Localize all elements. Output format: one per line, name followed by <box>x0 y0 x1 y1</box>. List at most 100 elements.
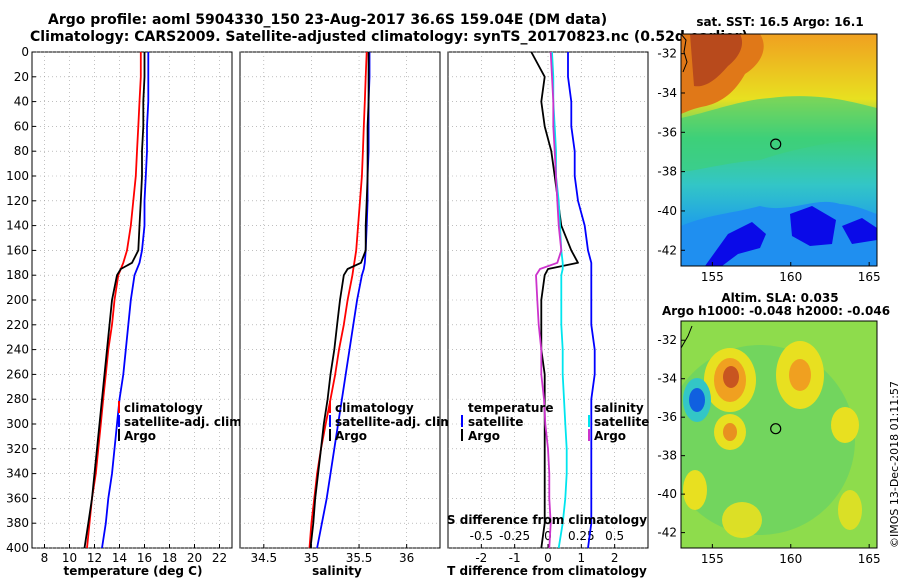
sla-map-title-2: Argo h1000: -0.048 h2000: -0.046 <box>662 304 890 318</box>
s-diff-tick-label: -0.5 <box>470 529 493 543</box>
profile-line-t-argo <box>530 51 579 549</box>
difference-legend-temperature: temperature satellite Argo <box>461 401 553 443</box>
sla-red-nw <box>723 366 739 388</box>
map-y-tick-label: -40 <box>657 204 677 218</box>
map-x-tick-label: 160 <box>779 552 802 566</box>
profile-line-s-satellite <box>551 51 568 549</box>
sst-profile-marker <box>770 138 782 150</box>
y-tick-label: 160 <box>6 243 29 257</box>
map-x-tick-label: 160 <box>779 270 802 284</box>
sla-yellow-sw <box>683 470 707 510</box>
sst-map-axes: 155 160 165 -32 -34 -36 -38 -40 -42 <box>657 47 880 284</box>
y-tick-label: 360 <box>6 491 29 505</box>
s-diff-tick-label: -0.25 <box>499 529 530 543</box>
y-tick-label: 60 <box>14 119 29 133</box>
y-tick-label: 260 <box>6 367 29 381</box>
sst-map-title: sat. SST: 16.5 Argo: 16.1 <box>696 15 863 29</box>
legend-label-satellite-adj: satellite-adj. clim. <box>335 415 457 429</box>
x-tick-label: 16 <box>137 551 152 565</box>
profile-line-climatology <box>86 52 142 549</box>
y-tick-label: 220 <box>6 318 29 332</box>
sst-cold-patches <box>705 206 877 266</box>
sla-orange-center <box>723 423 737 441</box>
y-tick-label: 40 <box>14 95 29 109</box>
t-difference-xlabel: T difference from climatology <box>447 564 647 578</box>
x-tick-label: 2 <box>611 551 619 565</box>
legend-label-argo: Argo <box>124 429 156 443</box>
legend-title-temperature: temperature <box>468 401 553 415</box>
x-tick-label: 1 <box>578 551 586 565</box>
map-y-tick-label: -34 <box>657 372 677 386</box>
profile-line-s-argo <box>535 51 563 549</box>
y-tick-label: 180 <box>6 268 29 282</box>
sla-coastline <box>681 325 693 349</box>
map-y-tick-label: -42 <box>657 526 677 540</box>
map-x-tick-label: 165 <box>858 552 881 566</box>
sla-profile-marker <box>770 423 782 435</box>
x-tick-label: 14 <box>112 551 127 565</box>
y-tick-label: 100 <box>6 169 29 183</box>
profile-line-satellite-adj-clim- <box>101 52 150 549</box>
y-tick-label: 400 <box>6 541 29 555</box>
s-difference-xlabel: S difference from climatology <box>447 513 647 527</box>
y-tick-label: 240 <box>6 343 29 357</box>
salinity-profiles <box>308 51 371 549</box>
salinity-panel: 34.5 35 35.5 36 salinity climatology satell… <box>239 51 457 578</box>
x-tick-label: 20 <box>187 551 202 565</box>
s-diff-tick-label: 0 <box>544 529 552 543</box>
sla-blue-low <box>689 388 705 412</box>
y-tick-label: 80 <box>14 144 29 158</box>
profile-line-t-satellite <box>567 52 596 549</box>
x-tick-label: 22 <box>212 551 227 565</box>
map-y-tick-label: -38 <box>657 165 677 179</box>
map-y-tick-label: -32 <box>657 47 677 61</box>
figure-title-line-1: Argo profile: aoml 5904330_150 23-Aug-20… <box>48 12 608 28</box>
map-y-tick-label: -32 <box>657 333 677 347</box>
map-y-tick-label: -42 <box>657 243 677 257</box>
y-tick-label: 0 <box>21 45 29 59</box>
sst-green-band <box>681 96 877 172</box>
map-y-tick-label: -38 <box>657 449 677 463</box>
map-x-tick-label: 155 <box>701 270 724 284</box>
sst-hot-core <box>690 34 743 87</box>
map-x-tick-label: 165 <box>858 270 881 284</box>
legend-label-s-argo: Argo <box>594 429 626 443</box>
map-y-tick-label: -40 <box>657 487 677 501</box>
y-tick-label: 280 <box>6 392 29 406</box>
x-tick-label: -1 <box>509 551 521 565</box>
sla-map-frame <box>680 320 878 549</box>
sla-yellow-s <box>722 502 762 538</box>
legend-label-satellite-adj: satellite-adj. clim. <box>124 415 246 429</box>
map-y-tick-label: -34 <box>657 86 677 100</box>
y-tick-label: 200 <box>6 293 29 307</box>
salinity-xlabel: salinity <box>312 564 362 578</box>
temperature-xlabel: temperature (deg C) <box>64 564 203 578</box>
x-tick-label: 8 <box>41 551 49 565</box>
s-diff-tick-label: 0.5 <box>605 529 624 543</box>
sst-coastline <box>681 34 688 73</box>
y-tick-label: 340 <box>6 467 29 481</box>
salinity-legend: climatology satellite-adj. clim. Argo <box>329 401 457 443</box>
s-difference-axis: -0.5 -0.25 0 0.25 0.5 <box>470 529 625 543</box>
sst-map-frame <box>680 33 878 267</box>
legend-label-climatology: climatology <box>124 401 203 415</box>
sla-yellow-east <box>831 407 859 443</box>
difference-profiles <box>530 51 596 549</box>
legend-label-climatology: climatology <box>335 401 414 415</box>
figure-title-line-2: Climatology: CARS2009. Satellite-adjuste… <box>30 29 748 45</box>
profile-line-satellite-adj-clim- <box>316 52 371 549</box>
legend-label-argo: Argo <box>335 429 367 443</box>
temperature-legend: climatology satellite-adj. clim. Argo <box>118 401 246 443</box>
y-tick-label: 320 <box>6 442 29 456</box>
y-tick-label: 300 <box>6 417 29 431</box>
x-tick-label: 35 <box>304 551 319 565</box>
sla-map-title-1: Altim. SLA: 0.035 <box>721 291 838 305</box>
legend-label-t-satellite: satellite <box>468 415 523 429</box>
sla-map-axes: 155 160 165 -32 -34 -36 -38 -40 -42 <box>657 333 880 566</box>
map-y-tick-label: -36 <box>657 410 677 424</box>
y-tick-label: 20 <box>14 70 29 84</box>
y-tick-label: 120 <box>6 194 29 208</box>
profile-line-argo <box>83 52 146 549</box>
x-tick-label: 12 <box>87 551 102 565</box>
